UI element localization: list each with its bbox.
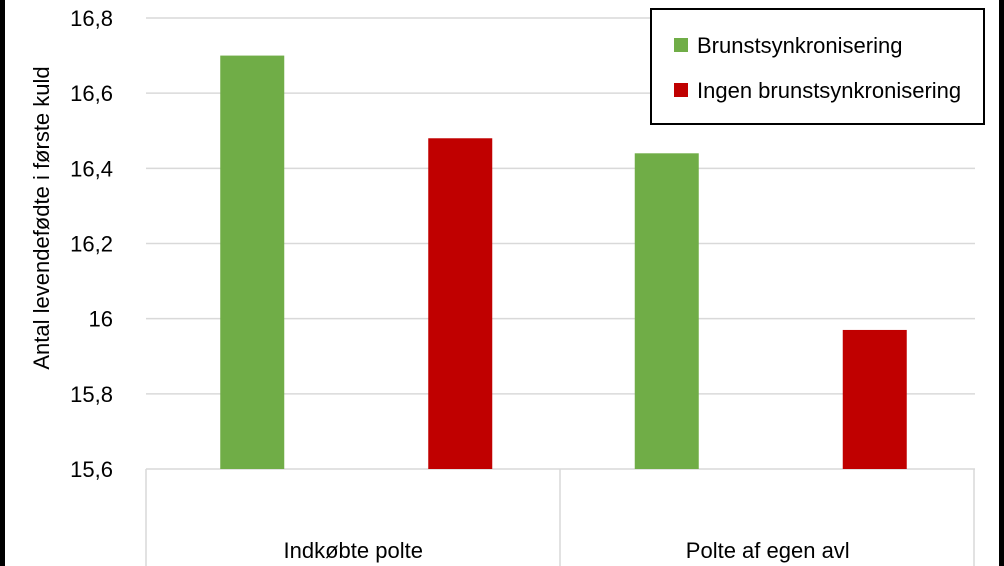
legend: Brunstsynkronisering Ingen brunstsynkroni… (650, 8, 985, 125)
legend-swatch (674, 83, 688, 97)
y-tick-label: 16,2 (70, 232, 113, 257)
bar-chart: 15,6 15,8 16 16,2 16,4 16,6 16,8 Indkøbte polt… (29, 6, 985, 566)
y-axis-label: Antal levendefødte i første kuld (29, 66, 54, 369)
category-axis-frame (145, 468, 975, 566)
x-tick-labels: Indkøbte polte Polte af egen avl (284, 538, 850, 563)
bar (634, 153, 699, 470)
x-tick-label: Indkøbte polte (284, 538, 423, 563)
x-tick-label: Polte af egen avl (686, 538, 850, 563)
bar (842, 329, 907, 469)
chart-area: 15,6 15,8 16 16,2 16,4 16,6 16,8 Indkøbte polt… (5, 0, 999, 566)
y-tick-label: 16,4 (70, 156, 113, 181)
legend-swatch (674, 38, 688, 52)
y-tick-label: 16,8 (70, 6, 113, 31)
bar (220, 55, 285, 469)
y-tick-label: 15,6 (70, 457, 113, 482)
bar (428, 138, 493, 469)
y-tick-label: 15,8 (70, 382, 113, 407)
legend-label: Ingen brunstsynkronisering (697, 78, 961, 103)
y-tick-label: 16 (89, 307, 113, 332)
legend-items: Brunstsynkronisering Ingen brunstsynkroni… (674, 33, 961, 103)
y-tick-labels: 15,6 15,8 16 16,2 16,4 16,6 16,8 (70, 6, 113, 482)
legend-box (650, 8, 985, 125)
legend-label: Brunstsynkronisering (697, 33, 902, 58)
y-tick-label: 16,6 (70, 81, 113, 106)
bars (220, 55, 907, 470)
